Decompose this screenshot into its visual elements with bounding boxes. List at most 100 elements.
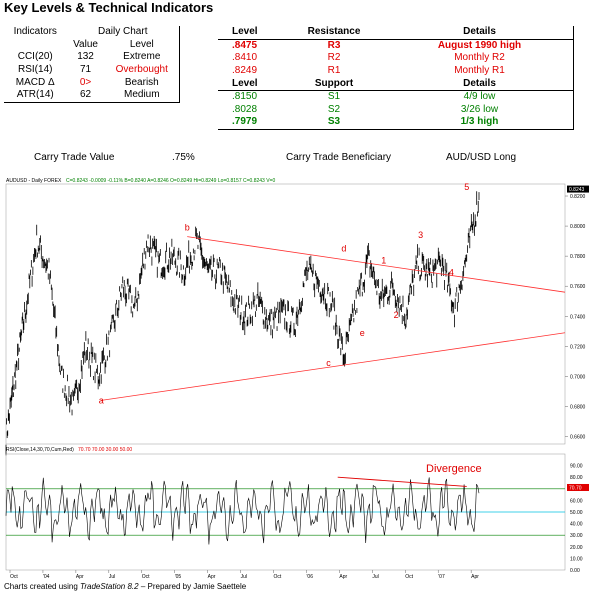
rsi-reference-lines [6,488,565,536]
resistance-name: R1 [327,65,341,77]
footer-prefix: Charts created using [4,582,81,591]
indicator-name: RSI(14) [18,64,53,76]
divergence-annotation: Divergence [426,463,482,475]
indicator-name: ATR(14) [4,88,67,103]
wave-label: 5 [464,182,469,192]
indicator-name: CCI(20) [17,51,53,63]
rsi-series [5,477,480,545]
support-details: 1/3 high [386,116,574,130]
last-price-box [567,185,589,193]
details-col-header: Details [386,77,574,91]
main-chart-header-values: C=0.8243 -0.0009 -0.11% B=0.8240 A=0.824… [66,178,275,184]
wave-label: a [99,395,104,405]
last-price-label: 0.8243 [569,187,585,193]
footer-software: TradeStation 8.2 [80,582,139,591]
rsi-y-axis: 90.0080.0070.0060.0050.0040.0030.0020.00… [567,464,589,574]
blank-header [4,39,67,52]
trendlines [101,236,566,401]
rsi-y-tick-label: 30.00 [570,533,583,539]
resistance-details: Monthly R2 [386,52,574,65]
rsi-chart-header-values: 70.70 70.00 30.00 50.00 [78,447,132,453]
y-tick-label: 0.7600 [570,284,586,290]
main-frame-rect [5,183,566,445]
x-tick-label: '07 [438,574,445,580]
y-tick-label: 0.6600 [570,434,586,440]
x-tick-label: Oct [274,574,282,580]
carry-trade-value: .75% [172,152,195,163]
x-tick-label: Oct [405,574,413,580]
x-tick-label: Oct [142,574,150,580]
resistance-col-header: Resistance [282,26,386,40]
x-tick-label: Apr [471,574,479,580]
main-chart-header: AUDUSD - Daily FOREX [6,178,62,184]
wave-labels: a b c d e 1 2 3 4 5 [99,182,470,405]
support-level: .8028 [232,103,258,115]
trendline [187,236,566,293]
y-tick-label: 0.7000 [570,374,586,380]
wave-label: 1 [381,256,386,266]
indicator-value: 71 [79,64,92,76]
details-col-header: Details [386,26,574,40]
support-level: .8150 [232,91,258,103]
main-y-axis: 0.8200 0.8000 0.7800 0.7600 0.7400 0.7200 0.70… [565,194,586,440]
indicator-value: 132 [77,51,94,63]
resistance-name: R3 [327,39,341,51]
footer-suffix: – Prepared by Jamie Saettele [138,582,247,591]
indicator-level: Medium [104,88,180,103]
resistance-details: Monthly R1 [386,64,574,78]
levels-table: Level Resistance Details .8475 R3 August… [218,26,574,130]
support-level: .7979 [218,116,282,130]
level-col-header: Level [218,77,282,91]
indicator-level: Extreme [104,51,180,64]
rsi-last-box [567,483,589,491]
indicators-header: Indicators [13,26,57,38]
rsi-y-tick-label: 80.00 [570,475,583,481]
trendline [101,332,566,401]
footer-credit: Charts created using TradeStation 8.2 – … [4,582,246,591]
x-tick-label: Apr [76,574,84,580]
resistance-level: .8249 [232,65,258,77]
support-name: S2 [327,103,341,115]
indicator-name: MACD Δ [15,76,55,88]
y-tick-label: 0.8200 [570,194,586,200]
support-details: 4/9 low [386,90,574,104]
rsi-y-tick-label: 60.00 [570,498,583,504]
wave-label: 2 [394,310,399,320]
indicator-value: 62 [66,88,105,103]
level-col-header: Level [218,26,282,40]
last-price-tag: 0.8243 [567,185,589,193]
carry-beneficiary-label: Carry Trade Beneficiary [286,152,392,163]
y-tick-label: 0.8000 [570,224,586,230]
wave-label: 4 [449,268,454,278]
y-tick-label: 0.7800 [570,254,586,260]
rsi-y-tick-label: 40.00 [570,522,583,528]
resistance-name: R2 [327,52,341,64]
indicator-level: Bearish [104,76,180,89]
price-chart: AUDUSD - Daily FOREX C=0.8243 -0.0009 -0… [5,178,589,580]
y-tick-label: 0.7200 [570,344,586,350]
rsi-last-label: 70.70 [569,485,582,491]
x-axis: Oct '04 Apr Jul Oct '05 Apr Jul Oct '06 Apr Jul Oct '… [9,570,479,580]
x-tick-label: Apr [208,574,216,580]
divergence-trendline [337,476,467,487]
rsi-line [5,477,480,545]
page-title: Key Levels & Technical Indicators [4,0,214,15]
support-details: 3/26 low [386,103,574,117]
carry-trade-label: Carry Trade Value [34,152,115,163]
main-chart-frame [5,183,566,445]
resistance-level: .8475 [232,39,258,51]
rsi-y-tick-label: 50.00 [570,510,583,516]
carry-position: AUD/USD Long [446,152,517,163]
wave-label: b [185,223,190,233]
x-tick-label: '05 [175,574,182,580]
wave-label: c [326,358,331,368]
indicator-value: 0> [79,76,92,88]
rsi-y-tick-label: 0.00 [570,568,580,574]
rsi-y-tick-label: 90.00 [570,464,583,470]
level-header: Level [104,38,180,52]
support-name: S1 [327,91,341,103]
rsi-y-tick-label: 10.00 [570,556,583,562]
rsi-chart-header: RSI(Close,14,30,70,Cum,Red) [6,447,74,453]
x-tick-label: Oct [10,574,18,580]
y-tick-label: 0.6800 [570,404,586,410]
